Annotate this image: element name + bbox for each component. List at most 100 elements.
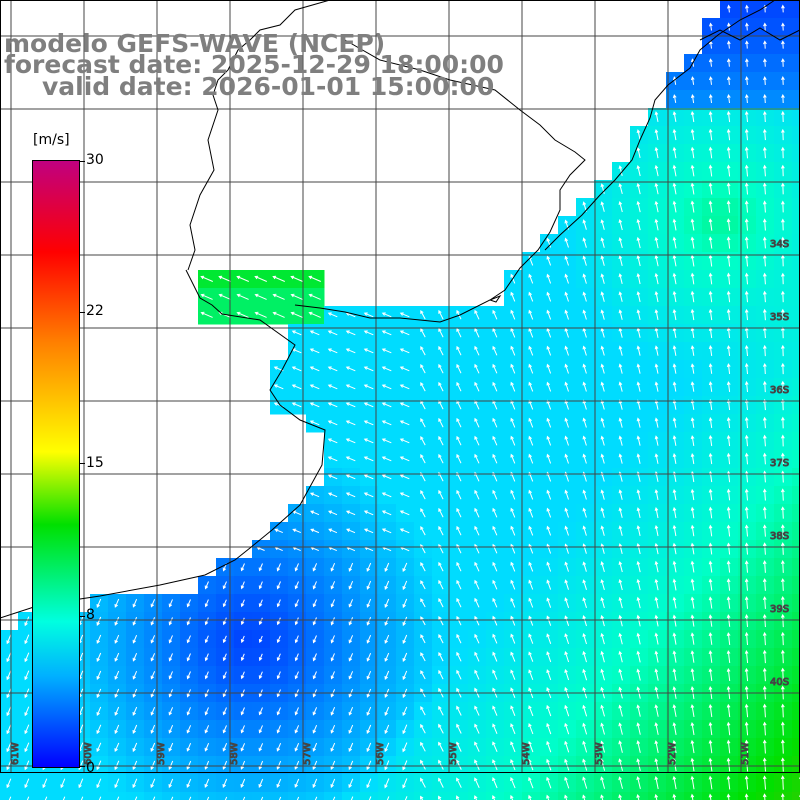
- wind-arrow: [510, 309, 516, 320]
- wind-arrow: [744, 164, 749, 177]
- wind-arrow: [672, 308, 677, 321]
- wind-arrow: [690, 650, 695, 663]
- wind-arrow: [272, 293, 285, 300]
- wind-arrow: [654, 758, 659, 771]
- wind-arrow: [672, 668, 677, 681]
- wind-arrow: [312, 725, 318, 734]
- wind-arrow: [744, 362, 749, 375]
- wind-arrow: [345, 366, 356, 372]
- wind-arrow: [690, 363, 695, 374]
- wind-arrow: [726, 775, 731, 790]
- wind-arrow: [781, 40, 785, 49]
- wind-arrow: [492, 777, 498, 789]
- wind-arrow: [708, 434, 713, 447]
- wind-arrow: [582, 237, 587, 248]
- wind-arrow: [600, 650, 605, 663]
- wind-arrow: [6, 706, 12, 717]
- wind-arrow: [132, 742, 138, 753]
- lat-lon-grid: 34S 35S 36S 37S 38S 39S 40S 61W 60W 59W 58W 57W 56W 5…: [0, 0, 800, 773]
- wind-arrow: [762, 164, 767, 177]
- wind-arrow: [564, 615, 570, 626]
- wind-arrow: [438, 327, 444, 338]
- wind-arrow: [492, 651, 498, 662]
- wind-arrow: [744, 146, 749, 159]
- wind-arrow: [222, 743, 228, 752]
- wind-arrow: [474, 561, 480, 572]
- wind-arrow: [528, 489, 534, 500]
- wind-arrow: [6, 652, 12, 663]
- wind-arrow: [528, 417, 534, 428]
- wind-speed-cell: [792, 216, 800, 235]
- wind-arrow: [381, 312, 392, 318]
- wind-arrow: [690, 704, 695, 717]
- wind-arrow: [222, 653, 227, 662]
- wind-arrow: [366, 724, 372, 734]
- wind-arrow: [780, 739, 785, 754]
- wind-arrow: [763, 76, 767, 85]
- wind-arrow: [708, 182, 713, 195]
- wind-arrow: [690, 290, 695, 303]
- wind-arrow: [363, 528, 374, 534]
- wind-arrow: [528, 633, 534, 644]
- colorbar-tick: 8: [86, 607, 95, 623]
- wind-speed-cell: [504, 792, 523, 800]
- wind-speed-cell: [792, 234, 800, 253]
- wind-arrow: [114, 760, 120, 771]
- wind-speed-cell: [792, 720, 800, 739]
- wind-arrow: [240, 743, 246, 752]
- wind-speed-cell: [558, 792, 577, 800]
- wind-arrow: [438, 561, 444, 572]
- wind-arrow: [636, 596, 641, 609]
- wind-arrow: [672, 560, 677, 573]
- wind-arrow: [276, 778, 282, 788]
- wind-arrow: [672, 704, 677, 717]
- wind-arrow: [420, 759, 426, 770]
- lon-label: 60W: [83, 742, 94, 765]
- wind-arrow: [420, 723, 426, 734]
- wind-arrow: [348, 724, 354, 734]
- wind-arrow: [763, 93, 767, 104]
- wind-speed-cell: [792, 0, 800, 19]
- wind-arrow: [780, 793, 785, 800]
- wind-arrow: [762, 200, 767, 213]
- wind-arrow: [294, 743, 300, 752]
- wind-arrow: [780, 703, 785, 718]
- wind-arrow: [672, 614, 677, 627]
- wind-arrow: [672, 578, 677, 591]
- wind-arrow: [762, 308, 767, 321]
- wind-arrow: [456, 795, 460, 800]
- wind-arrow: [96, 760, 102, 771]
- wind-speed-cell: [486, 792, 505, 800]
- lat-label: 40S: [770, 677, 789, 688]
- wind-arrow: [744, 434, 749, 447]
- wind-arrow: [114, 742, 120, 753]
- wind-arrow: [150, 635, 156, 644]
- wind-arrow: [242, 796, 246, 800]
- wind-arrow: [420, 705, 426, 716]
- wind-arrow: [726, 416, 731, 429]
- wind-arrow: [762, 775, 767, 790]
- wind-arrow: [168, 671, 173, 680]
- wind-arrow: [780, 470, 785, 483]
- wind-arrow: [438, 435, 444, 446]
- wind-arrow: [345, 348, 356, 354]
- wind-arrow: [327, 330, 338, 336]
- wind-arrow: [780, 308, 785, 321]
- wind-arrow: [204, 707, 209, 716]
- wind-arrow: [690, 596, 695, 609]
- wind-arrow: [399, 402, 410, 408]
- wind-arrow: [363, 348, 374, 354]
- wind-arrow: [132, 724, 138, 734]
- wind-arrow: [744, 775, 749, 790]
- wind-arrow: [762, 434, 767, 447]
- lat-label: 38S: [770, 531, 789, 542]
- wind-arrow: [708, 345, 713, 356]
- wind-arrow: [744, 380, 749, 393]
- wind-arrow: [708, 272, 713, 285]
- wind-arrow: [258, 725, 263, 734]
- wind-arrow: [564, 543, 569, 554]
- wind-arrow: [273, 384, 284, 390]
- wind-arrow: [618, 650, 623, 663]
- wind-arrow: [474, 489, 480, 500]
- wind-arrow: [6, 670, 12, 681]
